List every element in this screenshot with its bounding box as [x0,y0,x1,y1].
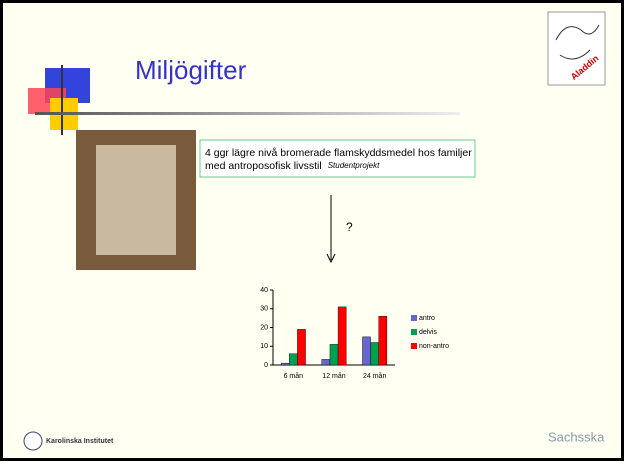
x-tick-label: 24 mån [363,372,386,380]
slide: Miljögifter Aladdin 4 ggr lägre nivå bro… [0,0,624,461]
y-tick-label: 20 [260,324,268,331]
bar [281,363,289,365]
ki-logo: Karolinska Institutet [46,438,114,445]
legend-swatch [411,315,417,321]
sachsska-logo: Sachsska [548,429,605,444]
legend-label: antro [419,315,435,322]
bar [362,337,370,365]
bar [322,359,330,365]
bar [289,354,297,365]
question: ? [346,220,353,234]
bar [338,307,346,365]
legend-swatch [411,343,417,349]
box-note: Studentprojekt [328,161,380,170]
x-tick-label: 12 mån [322,372,345,380]
ki-emblem [24,432,42,450]
bar [371,343,379,366]
y-tick-label: 40 [260,287,268,294]
title-rule [35,112,460,115]
x-tick-label: 6 mån [284,372,304,380]
bar [379,316,387,365]
legend-swatch [411,329,417,335]
legend-label: delvis [419,329,437,336]
y-tick-label: 0 [264,362,268,369]
y-tick-label: 30 [260,306,268,313]
bar [330,344,338,365]
legend-label: non-antro [419,343,449,350]
photo-door [96,145,176,255]
y-tick-label: 10 [260,343,268,350]
slide-title: Miljögifter [135,55,247,85]
bar [297,329,305,365]
